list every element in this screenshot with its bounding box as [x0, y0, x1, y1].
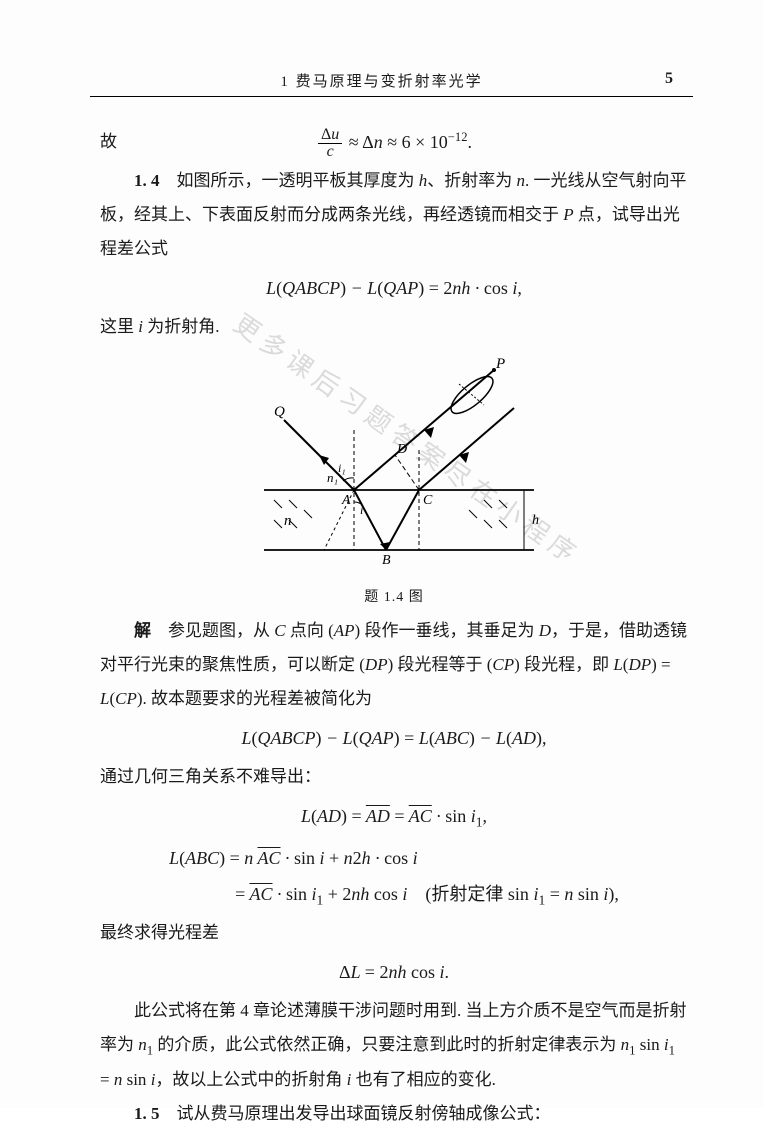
- page: 1 费马原理与变折射率光学 5 更多课后习题答案尽在小程序 故 Δu c ≈ Δ…: [0, 0, 763, 1108]
- equation-3: L(QABCP) − L(QAP) = L(ABC) − L(AD),: [100, 720, 688, 756]
- equation-6: ΔL = 2nh cos i.: [100, 954, 688, 990]
- fig-label-A: A: [341, 493, 351, 508]
- equation-1: Δu c ≈ Δn ≈ 6 × 10−12.: [316, 124, 472, 160]
- eq1-frac-den: c: [324, 144, 337, 160]
- figure-1-4-svg: P Q D A C B n₁ n i₁ i h: [234, 350, 554, 580]
- solution-para-4: 此公式将在第 4 章论述薄膜干涉问题时用到. 当上方介质不是空气而是折射率为 n…: [100, 994, 688, 1098]
- header-rule: [90, 96, 693, 97]
- fig-label-C: C: [423, 493, 433, 508]
- fig-label-P: P: [495, 356, 505, 372]
- fig-label-Q: Q: [274, 404, 285, 420]
- fig-label-n: n: [284, 513, 292, 529]
- solution-para-2: 通过几何三角关系不难导出：: [100, 760, 688, 794]
- fig-label-D: D: [396, 442, 407, 457]
- problem-1-4-tail: 这里 i 为折射角.: [100, 310, 688, 344]
- eq1-exp: −12: [448, 130, 468, 144]
- fig-label-B: B: [382, 553, 391, 568]
- eq1-lead: 故: [100, 125, 117, 159]
- running-head: 1 费马原理与变折射率光学: [0, 70, 763, 91]
- fig-label-i: i: [360, 503, 363, 517]
- solution-para-3: 最终求得光程差: [100, 916, 688, 950]
- figure-caption: 题 1.4 图: [364, 584, 424, 612]
- content-block: 故 Δu c ≈ Δn ≈ 6 × 10−12. 1. 4 如图所示，一透明平板…: [100, 120, 688, 1131]
- problem-1-4-text: 1. 4 如图所示，一透明平板其厚度为 h、折射率为 n. 一光线从空气射向平板…: [100, 164, 688, 266]
- fig-label-i1: i₁: [338, 461, 346, 475]
- eq1-frac-num: Δu: [318, 127, 342, 144]
- problem-1-5-text: 1. 5 试从费马原理出发导出球面镜反射傍轴成像公式：: [100, 1097, 688, 1131]
- fig-label-h: h: [532, 513, 539, 528]
- fig-label-n1: n₁: [327, 470, 338, 485]
- page-number: 5: [665, 70, 673, 88]
- equation-5: L(ABC) = n AC · sin i + n2h · cos i = AC…: [100, 840, 688, 914]
- equation-1-wrap: 故 Δu c ≈ Δn ≈ 6 × 10−12.: [100, 124, 688, 160]
- solution-para-1: 解 参见题图，从 C 点向 (AP) 段作一垂线，其垂足为 D，于是，借助透镜对…: [100, 614, 688, 716]
- figure-1-4: P Q D A C B n₁ n i₁ i h 题 1.4 图: [100, 350, 688, 612]
- equation-4: L(AD) = AD = AC · sin i1,: [100, 798, 688, 836]
- eq1-dot: .: [468, 132, 473, 152]
- equation-2: L(QABCP) − L(QAP) = 2nh · cos i,: [100, 270, 688, 306]
